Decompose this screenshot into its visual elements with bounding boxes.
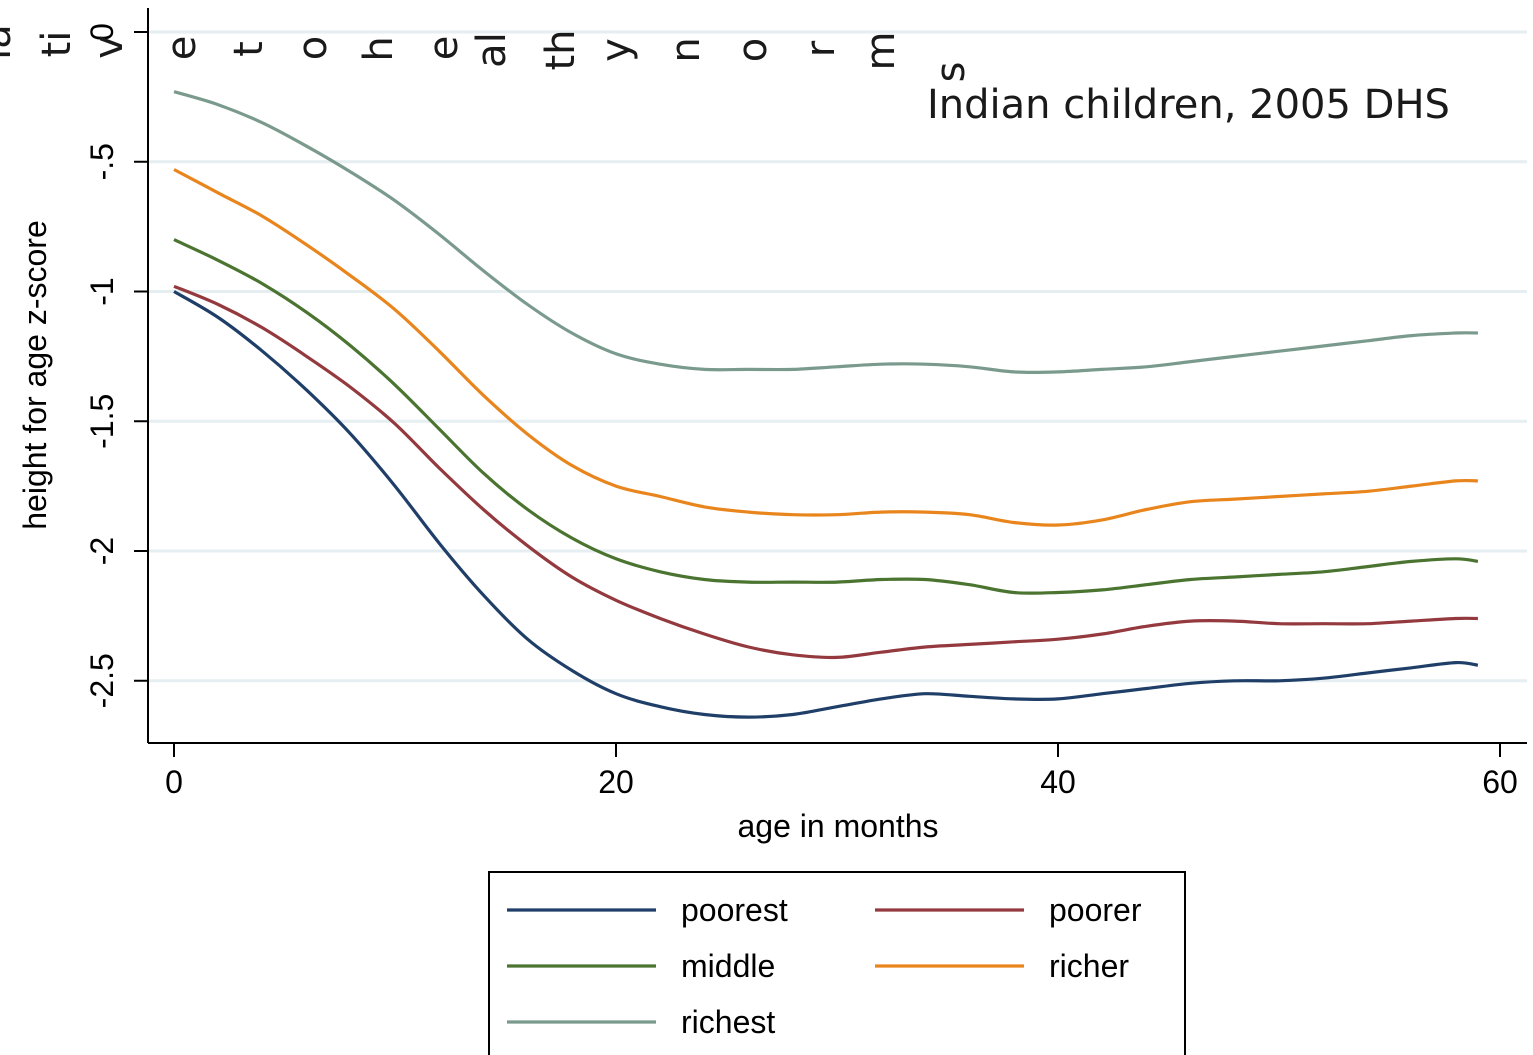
overlay-letter: o bbox=[290, 36, 336, 60]
overlay-letters: la ti v e t o h e al th y n o r ms bbox=[0, 24, 974, 82]
x-tick-label: 40 bbox=[1040, 764, 1076, 800]
legend-label-poorer: poorer bbox=[1049, 892, 1142, 928]
y-tick-label: 0 bbox=[84, 23, 120, 41]
overlay-letter: v bbox=[86, 35, 132, 59]
overlay-letter: n bbox=[663, 37, 709, 62]
overlay-letter: th bbox=[538, 29, 584, 70]
legend-label-richest: richest bbox=[681, 1004, 775, 1040]
axis-ticks: 0 -.5 -1 -1.5 -2 -2.5 0 20 40 60 bbox=[84, 23, 1518, 800]
legend-label-richer: richer bbox=[1049, 948, 1129, 984]
overlay-letter: e bbox=[421, 36, 467, 61]
chart-annotation: Indian children, 2005 DHS bbox=[927, 82, 1450, 128]
y-tick-label: -1.5 bbox=[84, 394, 120, 449]
series-line-middle bbox=[173, 238, 1479, 595]
legend-box bbox=[488, 871, 1186, 1055]
overlay-letter: t bbox=[226, 41, 272, 57]
series-line-richer bbox=[173, 168, 1478, 527]
legend: poorest poorer middle richer richest bbox=[488, 871, 1186, 1055]
x-tick-label: 20 bbox=[598, 764, 634, 800]
axes bbox=[147, 8, 1527, 744]
series-line-richest bbox=[173, 90, 1478, 375]
y-tick-label: -1 bbox=[84, 277, 120, 305]
legend-label-poorest: poorest bbox=[681, 892, 788, 928]
x-tick-label: 60 bbox=[1482, 764, 1518, 800]
y-axis-title: height for age z-score bbox=[17, 220, 53, 530]
y-tick-label: -2.5 bbox=[84, 653, 120, 708]
gridlines bbox=[149, 30, 1527, 683]
overlay-letter: m bbox=[858, 32, 904, 71]
y-tick-label: -.5 bbox=[84, 143, 120, 180]
overlay-letter: e bbox=[159, 36, 205, 61]
overlay-letter: ti bbox=[34, 31, 80, 58]
overlay-letter: al bbox=[469, 32, 515, 68]
series-line-poorer bbox=[173, 284, 1478, 660]
overlay-letter: r bbox=[798, 40, 844, 57]
x-tick-label: 0 bbox=[165, 764, 183, 800]
y-tick-label: -2 bbox=[84, 537, 120, 565]
overlay-letter: o bbox=[730, 38, 776, 62]
overlay-letter: s bbox=[928, 62, 974, 83]
overlay-letter: y bbox=[593, 38, 639, 62]
series-line-poorest bbox=[173, 290, 1479, 719]
overlay-letter: la bbox=[0, 24, 20, 60]
overlay-letter: h bbox=[356, 36, 402, 61]
x-axis-title: age in months bbox=[737, 808, 938, 844]
series-lines bbox=[173, 90, 1479, 719]
legend-label-middle: middle bbox=[681, 948, 775, 984]
